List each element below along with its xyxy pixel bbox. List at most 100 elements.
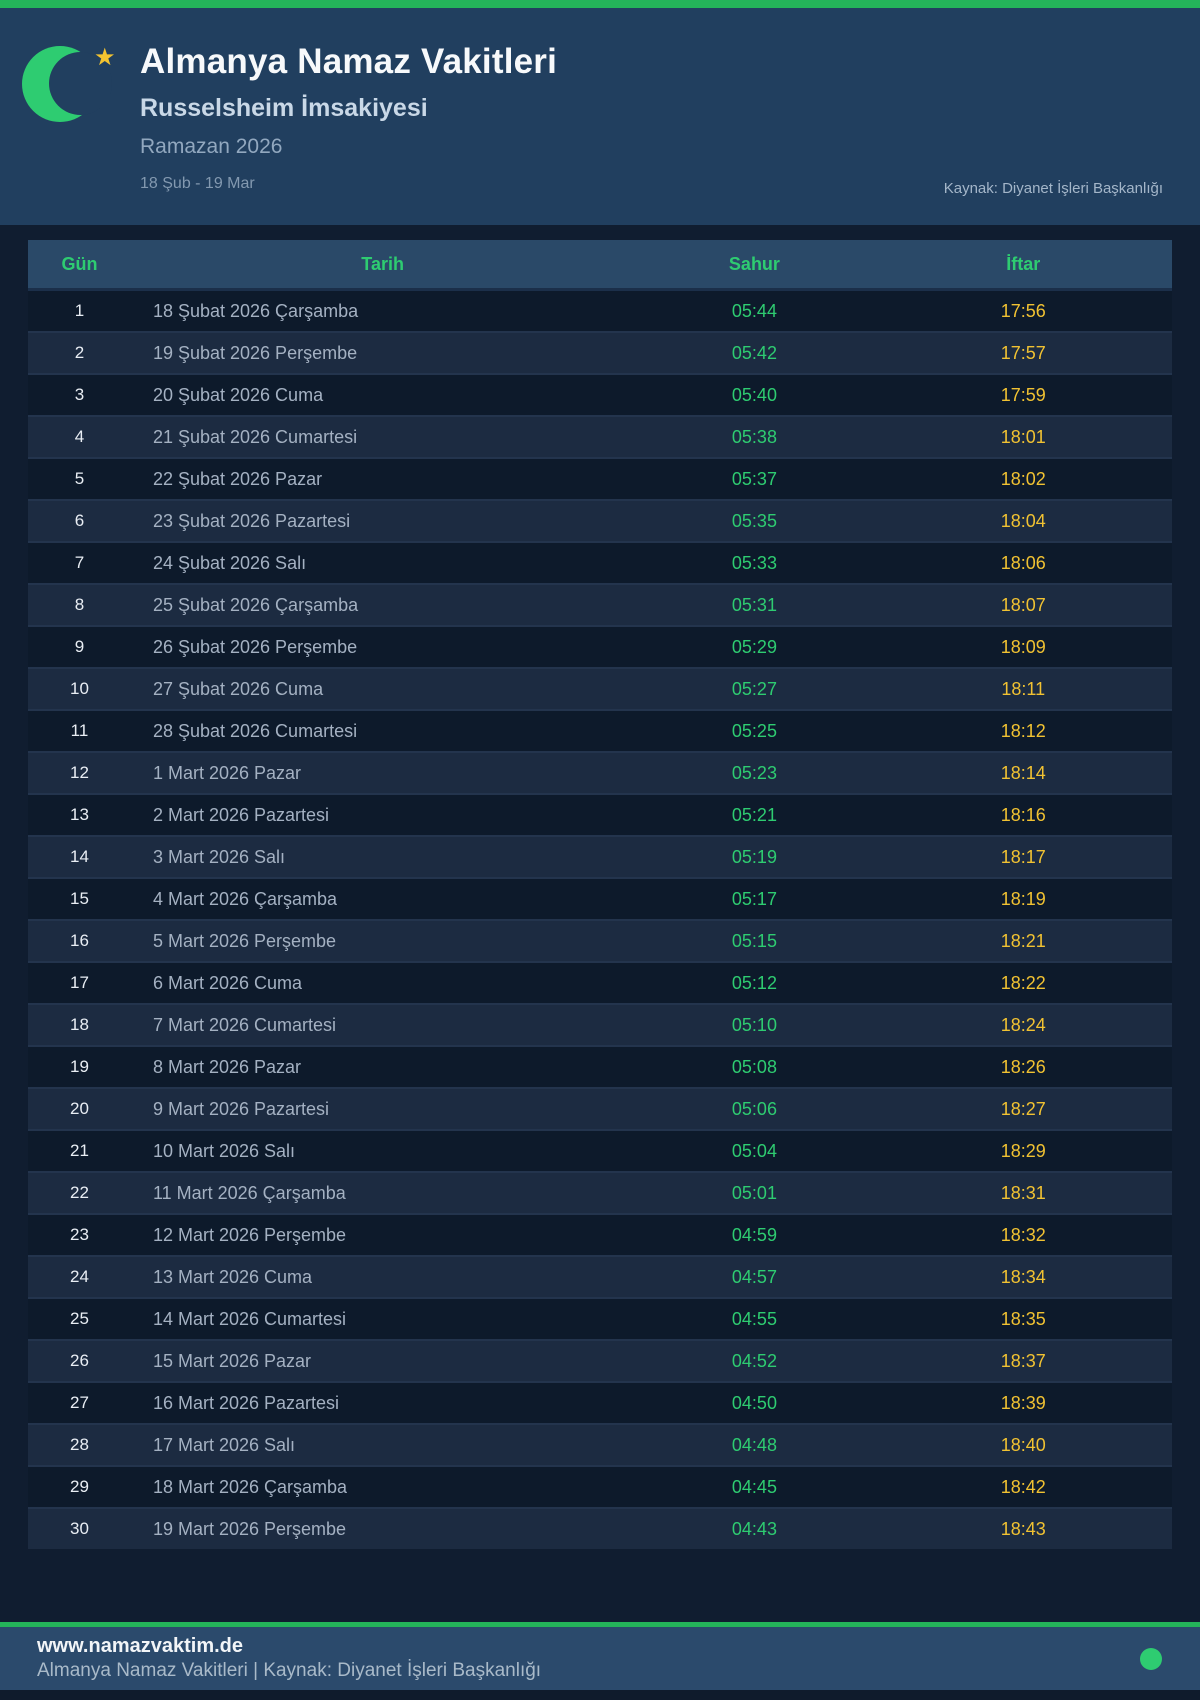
day-cell: 21 bbox=[70, 1141, 89, 1160]
sahur-time-cell: 04:52 bbox=[731, 1350, 777, 1371]
iftar-time-cell: 18:04 bbox=[1000, 510, 1046, 531]
day-cell: 15 bbox=[70, 889, 89, 908]
iftar-time-cell: 18:12 bbox=[1000, 720, 1046, 741]
date-cell: 24 Şubat 2026 Salı bbox=[152, 552, 307, 573]
sahur-time-cell: 05:04 bbox=[731, 1140, 777, 1161]
table-row: 10 27 Şubat 2026 Cuma 05:27 18:11 bbox=[28, 668, 1172, 710]
table-row: 13 2 Mart 2026 Pazartesi 05:21 18:16 bbox=[28, 794, 1172, 836]
top-accent-bar bbox=[0, 0, 1200, 8]
iftar-time-cell: 18:37 bbox=[1000, 1350, 1046, 1371]
date-cell: 25 Şubat 2026 Çarşamba bbox=[152, 594, 359, 615]
day-cell: 22 bbox=[70, 1183, 89, 1202]
date-cell: 9 Mart 2026 Pazartesi bbox=[152, 1098, 330, 1119]
date-cell: 2 Mart 2026 Pazartesi bbox=[152, 804, 330, 825]
footer-caption: Almanya Namaz Vakitleri | Kaynak: Diyane… bbox=[37, 1660, 542, 1682]
source-label: Kaynak: Diyanet İşleri Başkanlığı bbox=[943, 180, 1163, 197]
iftar-time-cell: 18:27 bbox=[1000, 1098, 1046, 1119]
sahur-time-cell: 05:06 bbox=[731, 1098, 777, 1119]
table-row: 5 22 Şubat 2026 Pazar 05:37 18:02 bbox=[28, 458, 1172, 500]
page-header: ★ Almanya Namaz Vakitleri Russelsheim İm… bbox=[0, 8, 1200, 225]
date-cell: 7 Mart 2026 Cumartesi bbox=[152, 1014, 337, 1035]
sahur-time-cell: 04:43 bbox=[731, 1518, 777, 1539]
iftar-time-cell: 18:24 bbox=[1000, 1014, 1046, 1035]
date-cell: 28 Şubat 2026 Cumartesi bbox=[152, 720, 358, 741]
day-cell: 5 bbox=[74, 469, 85, 488]
sahur-time-cell: 05:37 bbox=[731, 468, 777, 489]
prayer-table-container: Gün Tarih Sahur İftar 1 18 Şubat 2026 Çar… bbox=[0, 225, 1200, 1549]
iftar-time-cell: 18:34 bbox=[1000, 1266, 1046, 1287]
column-header-iftar: İftar bbox=[874, 240, 1172, 291]
iftar-time-cell: 18:07 bbox=[1000, 594, 1046, 615]
table-row: 4 21 Şubat 2026 Cumartesi 05:38 18:01 bbox=[28, 416, 1172, 458]
iftar-time-cell: 18:32 bbox=[1000, 1224, 1046, 1245]
day-cell: 24 bbox=[70, 1267, 89, 1286]
table-row: 20 9 Mart 2026 Pazartesi 05:06 18:27 bbox=[28, 1088, 1172, 1130]
day-cell: 11 bbox=[70, 721, 89, 740]
date-cell: 19 Mart 2026 Perşembe bbox=[152, 1518, 347, 1539]
iftar-time-cell: 18:02 bbox=[1000, 468, 1046, 489]
day-cell: 7 bbox=[74, 553, 85, 572]
site-logo: ★ bbox=[22, 44, 116, 124]
date-cell: 5 Mart 2026 Perşembe bbox=[152, 930, 337, 951]
day-cell: 30 bbox=[70, 1519, 89, 1538]
column-header-sahur: Sahur bbox=[634, 240, 875, 291]
day-cell: 29 bbox=[70, 1477, 89, 1496]
table-row: 8 25 Şubat 2026 Çarşamba 05:31 18:07 bbox=[28, 584, 1172, 626]
date-cell: 20 Şubat 2026 Cuma bbox=[152, 384, 324, 405]
iftar-time-cell: 18:14 bbox=[1000, 762, 1046, 783]
sahur-time-cell: 04:59 bbox=[731, 1224, 777, 1245]
iftar-time-cell: 18:06 bbox=[1000, 552, 1046, 573]
sahur-time-cell: 04:45 bbox=[731, 1476, 777, 1497]
day-cell: 4 bbox=[74, 427, 85, 446]
date-cell: 6 Mart 2026 Cuma bbox=[152, 972, 303, 993]
table-row: 18 7 Mart 2026 Cumartesi 05:10 18:24 bbox=[28, 1004, 1172, 1046]
date-cell: 22 Şubat 2026 Pazar bbox=[152, 468, 323, 489]
bottom-edge bbox=[0, 1690, 1200, 1700]
date-cell: 4 Mart 2026 Çarşamba bbox=[152, 888, 338, 909]
star-icon: ★ bbox=[94, 44, 116, 71]
table-row: 26 15 Mart 2026 Pazar 04:52 18:37 bbox=[28, 1340, 1172, 1382]
day-cell: 1 bbox=[74, 301, 85, 320]
date-cell: 10 Mart 2026 Salı bbox=[152, 1140, 296, 1161]
iftar-time-cell: 18:26 bbox=[1000, 1056, 1046, 1077]
date-cell: 8 Mart 2026 Pazar bbox=[152, 1056, 302, 1077]
footer-site-label: www.namazvaktim.de bbox=[37, 1635, 243, 1658]
table-row: 30 19 Mart 2026 Perşembe 04:43 18:43 bbox=[28, 1508, 1172, 1549]
iftar-time-cell: 17:56 bbox=[1000, 300, 1046, 321]
sahur-time-cell: 05:12 bbox=[731, 972, 777, 993]
table-row: 11 28 Şubat 2026 Cumartesi 05:25 18:12 bbox=[28, 710, 1172, 752]
date-cell: 19 Şubat 2026 Perşembe bbox=[152, 342, 358, 363]
sahur-time-cell: 05:33 bbox=[731, 552, 777, 573]
iftar-time-cell: 18:42 bbox=[1000, 1476, 1046, 1497]
sahur-time-cell: 04:48 bbox=[731, 1434, 777, 1455]
day-cell: 3 bbox=[74, 385, 85, 404]
day-cell: 26 bbox=[70, 1351, 89, 1370]
footer-accent-bar bbox=[0, 1622, 1200, 1627]
iftar-time-cell: 18:21 bbox=[1000, 930, 1046, 951]
table-row: 12 1 Mart 2026 Pazar 05:23 18:14 bbox=[28, 752, 1172, 794]
sahur-time-cell: 05:01 bbox=[731, 1182, 777, 1203]
sahur-time-cell: 05:29 bbox=[731, 636, 777, 657]
sahur-time-cell: 05:19 bbox=[731, 846, 777, 867]
date-cell: 23 Şubat 2026 Pazartesi bbox=[152, 510, 351, 531]
day-cell: 9 bbox=[74, 637, 85, 656]
table-row: 7 24 Şubat 2026 Salı 05:33 18:06 bbox=[28, 542, 1172, 584]
sahur-time-cell: 05:10 bbox=[731, 1014, 777, 1035]
table-row: 23 12 Mart 2026 Perşembe 04:59 18:32 bbox=[28, 1214, 1172, 1256]
iftar-time-cell: 18:31 bbox=[1000, 1182, 1046, 1203]
iftar-time-cell: 18:19 bbox=[1000, 888, 1046, 909]
sahur-time-cell: 04:50 bbox=[731, 1392, 777, 1413]
day-cell: 20 bbox=[70, 1099, 89, 1118]
day-cell: 23 bbox=[70, 1225, 89, 1244]
day-cell: 19 bbox=[70, 1057, 89, 1076]
table-row: 22 11 Mart 2026 Çarşamba 05:01 18:31 bbox=[28, 1172, 1172, 1214]
table-row: 24 13 Mart 2026 Cuma 04:57 18:34 bbox=[28, 1256, 1172, 1298]
sahur-time-cell: 04:55 bbox=[731, 1308, 777, 1329]
day-cell: 17 bbox=[70, 973, 89, 992]
iftar-time-cell: 18:39 bbox=[1000, 1392, 1046, 1413]
date-cell: 14 Mart 2026 Cumartesi bbox=[152, 1308, 347, 1329]
iftar-time-cell: 18:43 bbox=[1000, 1518, 1046, 1539]
sahur-time-cell: 05:38 bbox=[731, 426, 777, 447]
day-cell: 25 bbox=[70, 1309, 89, 1328]
day-cell: 28 bbox=[70, 1435, 89, 1454]
